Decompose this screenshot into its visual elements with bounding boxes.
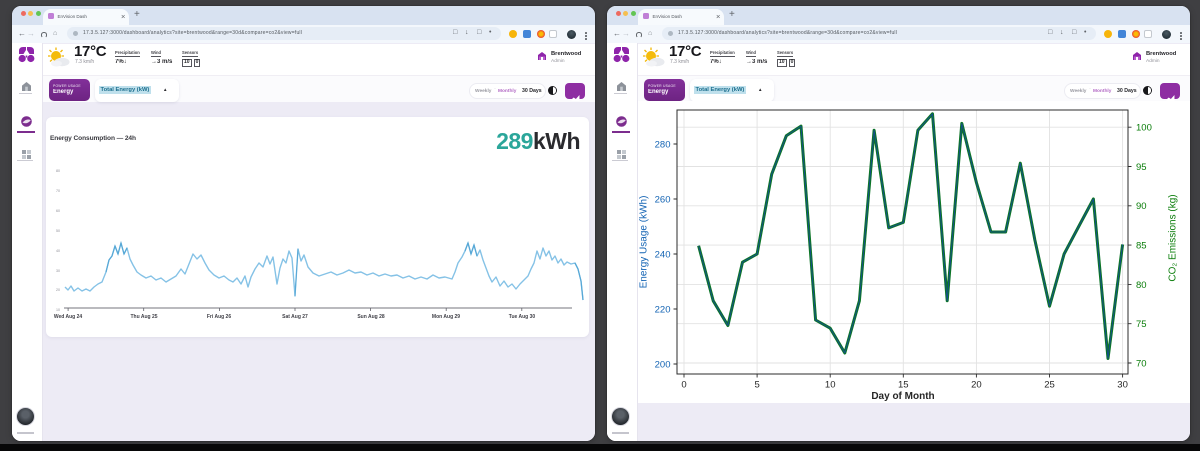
svg-text:15: 15: [898, 380, 909, 391]
svg-text:0: 0: [681, 380, 686, 391]
svg-text:80: 80: [1136, 280, 1147, 291]
svg-text:20: 20: [971, 380, 982, 391]
svg-text:CO₂ Emissions (kg): CO₂ Emissions (kg): [1168, 194, 1179, 281]
svg-text:30: 30: [1117, 380, 1128, 391]
svg-text:70: 70: [1136, 358, 1147, 369]
svg-text:75: 75: [1136, 319, 1147, 330]
svg-text:95: 95: [1136, 162, 1147, 173]
svg-text:5: 5: [754, 380, 759, 391]
svg-text:260: 260: [655, 194, 671, 205]
svg-text:85: 85: [1136, 241, 1147, 252]
svg-text:280: 280: [655, 139, 671, 150]
svg-text:Day of Month: Day of Month: [871, 391, 934, 402]
svg-text:240: 240: [655, 249, 671, 260]
svg-text:90: 90: [1136, 201, 1147, 212]
svg-text:Energy Usage (kWh): Energy Usage (kWh): [639, 196, 650, 289]
svg-text:10: 10: [825, 380, 836, 391]
svg-text:200: 200: [655, 359, 671, 370]
svg-text:25: 25: [1044, 380, 1055, 391]
svg-text:220: 220: [655, 304, 671, 315]
svg-text:100: 100: [1136, 123, 1152, 134]
